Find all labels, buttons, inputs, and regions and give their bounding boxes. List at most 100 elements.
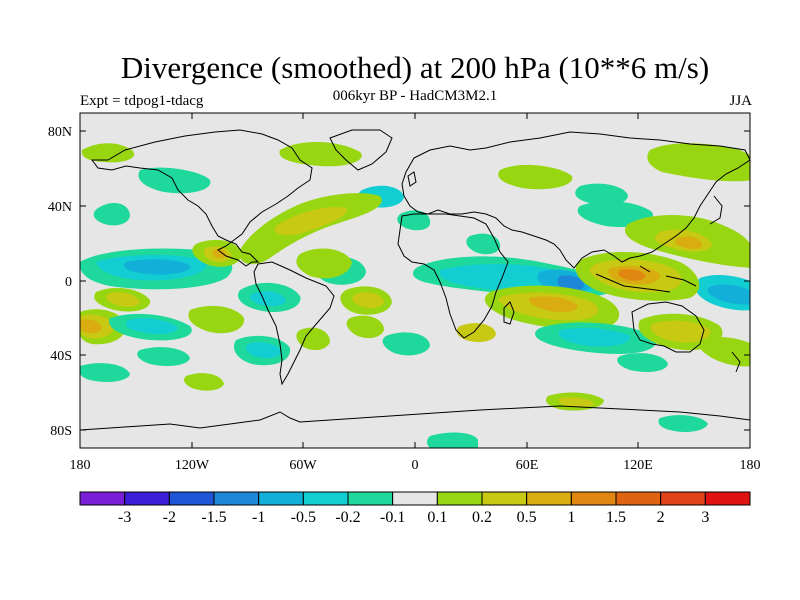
- field-blob: [466, 233, 501, 255]
- field-blob: [707, 284, 750, 305]
- field-blob: [106, 292, 140, 307]
- colorbar-swatch: [436, 491, 483, 506]
- colorbar-label: 0.5: [517, 509, 537, 526]
- field-blob: [558, 397, 594, 408]
- field-blob: [675, 236, 702, 249]
- field-blob: [557, 275, 584, 291]
- field-blob: [382, 332, 430, 356]
- colorbar-swatch: [124, 491, 170, 506]
- map-panel: [79, 112, 751, 449]
- field-blob: [125, 318, 178, 335]
- field-blob: [246, 342, 282, 359]
- colorbar-swatch: [347, 491, 394, 506]
- field-blob: [575, 183, 628, 206]
- colorbar-label: -0.2: [335, 509, 360, 526]
- coast-australia: [631, 301, 705, 353]
- coast-indonesia: [595, 265, 697, 293]
- lon-label-0: 0: [412, 458, 419, 473]
- field-blob: [346, 315, 384, 339]
- field-blob: [124, 259, 191, 275]
- field-blob: [81, 143, 135, 163]
- field-blob: [296, 248, 352, 279]
- coast-eurasia: [401, 131, 750, 269]
- experiment-label: Expt = tdpog1-tdacg: [80, 93, 204, 109]
- coast-north-america: [91, 129, 313, 267]
- lon-label-60e: 60E: [516, 458, 539, 473]
- divergence-field: [80, 141, 750, 448]
- field-blob: [647, 143, 750, 182]
- colorbar-label: 0.2: [472, 509, 492, 526]
- colorbar-label: -0.1: [380, 509, 405, 526]
- colorbar-swatch: [302, 491, 349, 506]
- coast-africa: [397, 213, 509, 339]
- latitude-axis: [80, 130, 750, 431]
- field-blob: [138, 167, 211, 194]
- field-blob: [618, 269, 646, 281]
- lat-label-0: 0: [65, 275, 72, 290]
- field-blob: [93, 202, 130, 226]
- colorbar-label: 1.5: [606, 509, 626, 526]
- colorbar-label: 1: [567, 509, 575, 526]
- lon-label-180e: 180: [740, 458, 761, 473]
- colorbar-label: -1: [252, 509, 265, 526]
- coast-new-zealand: [731, 351, 741, 373]
- field-blob: [617, 353, 668, 372]
- field-blob: [558, 328, 631, 347]
- coastlines: [80, 129, 750, 431]
- map-subtitle: 006kyr BP - HadCM3M2.1: [332, 88, 498, 104]
- colorbar-swatch: [481, 491, 528, 506]
- lat-label-40n: 40N: [48, 200, 72, 215]
- colorbar-label: 3: [701, 509, 709, 526]
- colorbar-label: 2: [657, 509, 665, 526]
- colorbar-swatch: [570, 491, 617, 506]
- field-blob: [498, 164, 573, 190]
- field-blob: [352, 292, 384, 309]
- lat-label-40s: 40S: [50, 349, 72, 364]
- lon-label-180w: 180: [70, 458, 91, 473]
- latitude-labels: 80N 40N 0 40S 80S: [48, 125, 72, 439]
- longitude-axis: [79, 113, 751, 448]
- field-blob: [427, 432, 478, 448]
- lon-label-120w: 120W: [175, 458, 210, 473]
- coast-uk: [407, 171, 417, 187]
- coast-greenland: [329, 129, 393, 171]
- colorbar-swatch: [615, 491, 662, 506]
- coast-japan: [709, 195, 723, 225]
- field-blob: [212, 249, 226, 259]
- coast-antarctica: [80, 405, 750, 431]
- colorbar-swatch: [79, 491, 126, 506]
- field-blob: [250, 291, 286, 307]
- lon-label-60w: 60W: [289, 458, 317, 473]
- coast-madagascar: [503, 301, 515, 325]
- coast-south-america: [253, 261, 335, 386]
- colorbar-label: -0.5: [291, 509, 316, 526]
- field-blob: [80, 319, 102, 334]
- colorbar-label: 0.1: [427, 509, 447, 526]
- colorbar: [79, 491, 751, 506]
- field-blob: [296, 327, 330, 351]
- field-blob: [456, 323, 496, 342]
- season-label: JJA: [729, 93, 752, 109]
- field-blob: [650, 320, 711, 343]
- colorbar-swatch: [258, 491, 304, 506]
- colorbar-label: -2: [163, 509, 176, 526]
- field-blob: [184, 373, 224, 391]
- colorbar-swatch: [526, 491, 572, 506]
- colorbar-label: -3: [118, 509, 131, 526]
- colorbar-swatch: [168, 491, 215, 506]
- field-blob: [188, 305, 245, 334]
- lat-label-80s: 80S: [50, 424, 72, 439]
- colorbar-label: -1.5: [201, 509, 226, 526]
- field-blob: [528, 296, 578, 313]
- field-blob: [80, 363, 130, 382]
- longitude-labels: 180 120W 60W 0 60E 120E 180: [70, 458, 761, 473]
- field-blob: [137, 347, 190, 366]
- field-blob: [274, 206, 347, 236]
- colorbar-swatch: [392, 491, 438, 506]
- field-blob: [658, 415, 708, 432]
- lon-label-120e: 120E: [623, 458, 653, 473]
- colorbar-swatch: [704, 491, 751, 506]
- map-title: Divergence (smoothed) at 200 hPa (10**6 …: [120, 50, 710, 85]
- colorbar-swatch: [660, 491, 706, 506]
